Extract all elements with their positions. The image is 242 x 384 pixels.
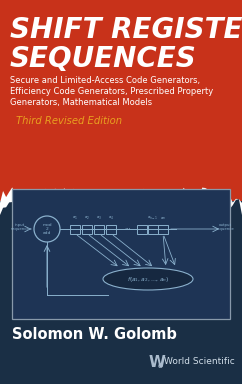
Bar — [12, 189, 230, 319]
Text: Generators, Mathematical Models: Generators, Mathematical Models — [10, 98, 152, 107]
Text: ···: ··· — [125, 226, 131, 232]
Bar — [137, 225, 147, 233]
Text: World Scientific: World Scientific — [164, 358, 235, 366]
Text: Solomon W. Golomb: Solomon W. Golomb — [12, 327, 177, 342]
Polygon shape — [0, 199, 242, 231]
Text: $a_1$: $a_1$ — [72, 215, 78, 222]
Text: input
sequence: input sequence — [11, 223, 29, 232]
Text: SEQUENCES: SEQUENCES — [10, 45, 197, 73]
Text: $a_{n-1}$: $a_{n-1}$ — [147, 215, 159, 222]
Polygon shape — [0, 187, 242, 219]
Ellipse shape — [103, 268, 193, 290]
Text: $\mathbf{W}$: $\mathbf{W}$ — [148, 354, 166, 370]
Text: Efficiency Code Generators, Prescribed Property: Efficiency Code Generators, Prescribed P… — [10, 87, 213, 96]
Text: add: add — [43, 231, 51, 235]
Bar — [0, 0, 242, 201]
Text: Secure and Limited-Access Code Generators,: Secure and Limited-Access Code Generator… — [10, 76, 200, 85]
Text: SHIFT REGISTER: SHIFT REGISTER — [10, 16, 242, 44]
Bar — [148, 225, 158, 233]
Text: $a_n$: $a_n$ — [160, 215, 166, 222]
Bar — [158, 225, 168, 233]
Bar — [70, 225, 80, 233]
Text: mod: mod — [42, 223, 52, 227]
Bar — [94, 225, 104, 233]
Bar — [82, 225, 92, 233]
Text: $f(a_1, a_2, \ldots, a_n)$: $f(a_1, a_2, \ldots, a_n)$ — [127, 275, 169, 283]
Text: e: e — [158, 361, 163, 369]
Text: Third Revised Edition: Third Revised Edition — [16, 116, 122, 126]
Bar — [106, 225, 116, 233]
Text: $a_2$: $a_2$ — [84, 215, 90, 222]
Text: output
sequence: output sequence — [216, 223, 234, 232]
Text: $a_4$: $a_4$ — [108, 215, 114, 222]
Text: $a_3$: $a_3$ — [96, 215, 102, 222]
Text: 2: 2 — [46, 227, 48, 231]
